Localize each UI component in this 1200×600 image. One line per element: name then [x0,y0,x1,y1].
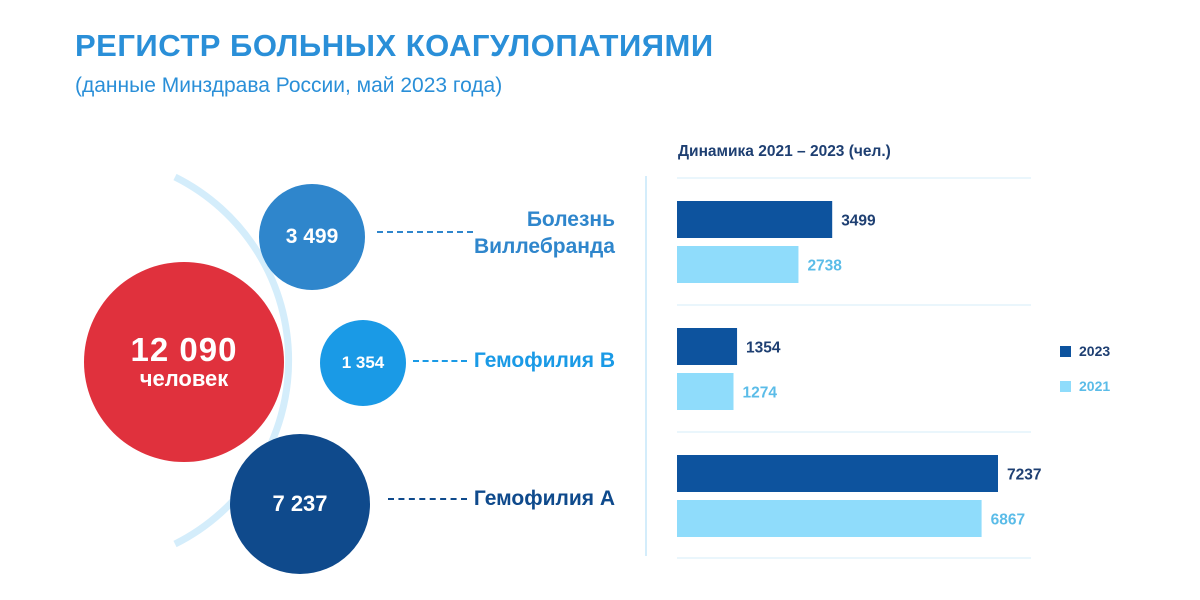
legend-2023: 2023 [1060,343,1110,359]
bar-value-label: 7237 [1007,467,1041,484]
legend-label-2023: 2023 [1079,343,1111,359]
page-title: РЕГИСТР БОЛЬНЫХ КОАГУЛОПАТИЯМИ [75,28,714,63]
chart-title: Динамика 2021 – 2023 (чел.) [678,143,891,160]
dash-line-ha [388,498,467,500]
bubble-arc [173,173,293,548]
bubble-hemophilia-b: 1 354 [320,320,406,406]
bubble-hemophilia-a: 7 237 [230,434,370,574]
bar-2023-1 [677,328,738,365]
dash-line-vwd [377,231,473,233]
legend-label-2021: 2021 [1079,378,1111,394]
total-value: 12 090 [130,330,238,368]
label-von-willebrand: Болезнь Виллебранда [474,206,615,261]
bubble-value: 3 499 [285,225,339,248]
legend-swatch-2023 [1060,345,1071,357]
bubble-value: 7 237 [272,491,328,516]
label-line: Гемофилия А [473,487,615,510]
bubble-von-willebrand: 3 499 [259,184,365,290]
bar-value-label: 1354 [746,340,781,357]
label-hemophilia-b: Гемофилия В [474,347,615,374]
total-bubble: 12 090 человек [84,262,284,462]
bubble-value: 1 354 [341,353,385,372]
bar-2021-0 [677,246,799,283]
total-unit: человек [139,366,229,392]
bar-2023-2 [677,455,998,492]
bar-value-label: 2738 [807,258,842,275]
bar-2021-1 [677,373,734,410]
dash-line-hb [413,360,467,362]
bar-2021-2 [677,500,982,537]
bar-value-label: 6867 [991,512,1025,529]
label-line: Виллебранда [473,235,615,259]
legend-swatch-2021 [1060,380,1071,392]
label-line: Гемофилия В [473,349,615,372]
bar-value-label: 1274 [743,385,778,402]
bar-2023-0 [677,201,833,238]
page-subtitle: (данные Минздрава России, май 2023 года) [75,74,503,97]
label-line: Болезнь [526,208,615,231]
legend-2021: 2021 [1060,378,1110,394]
bar-value-label: 3499 [841,213,876,230]
label-hemophilia-a: Гемофилия А [474,485,615,512]
